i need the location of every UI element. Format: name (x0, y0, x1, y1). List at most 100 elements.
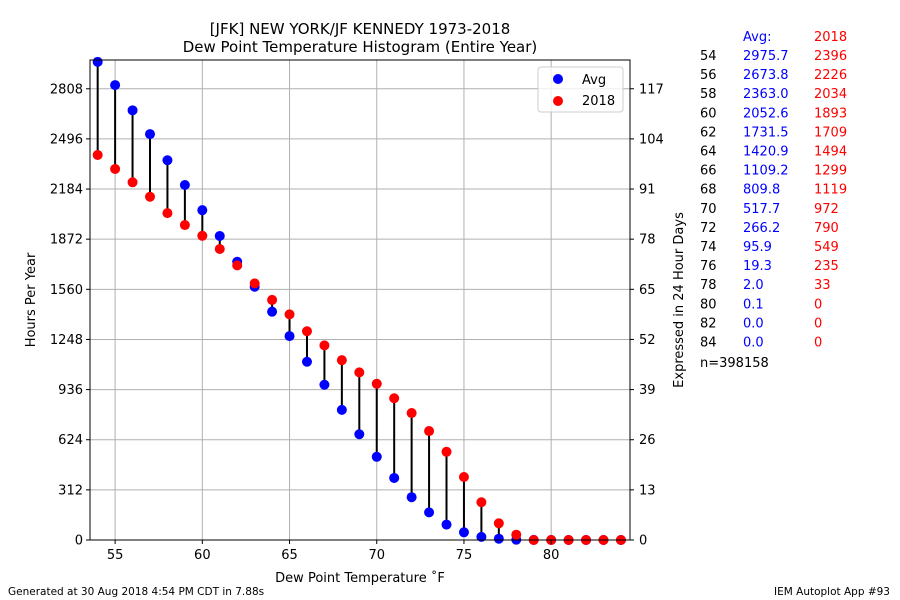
point-2018 (284, 309, 295, 320)
table-temp: 66 (700, 164, 717, 179)
point-2018 (127, 177, 138, 188)
table-avg: 266.2 (743, 221, 780, 236)
x-tick-label: 55 (107, 548, 124, 563)
avg-point (110, 80, 121, 91)
point-2018 (110, 163, 121, 174)
table-avg: 19.3 (743, 259, 772, 274)
legend-avg-label: Avg (582, 73, 606, 88)
y-tick-label: 2808 (50, 82, 83, 97)
y-axis-right-ticks: 0 13 26 39 52 65 78 91 104 117 (630, 82, 664, 549)
table-avg: 0.0 (743, 316, 764, 331)
stems (96, 61, 553, 540)
point-2018 (214, 243, 225, 254)
avg-point (197, 205, 208, 216)
y-tick-label: 2184 (50, 183, 83, 198)
avg-point (214, 230, 225, 241)
table-avg: 2975.7 (743, 49, 789, 64)
point-2018 (441, 446, 452, 457)
table-temp: 56 (700, 68, 717, 83)
point-2018 (406, 408, 417, 419)
x-tick-label: 80 (543, 548, 560, 563)
avg-point (92, 56, 103, 67)
y-right-tick-label: 13 (639, 483, 656, 498)
table-2018: 0 (814, 316, 822, 331)
point-2018 (389, 393, 400, 404)
table-temp: 68 (700, 183, 717, 198)
table-avg: 517.7 (743, 202, 780, 217)
table-header-2018: 2018 (814, 30, 847, 45)
point-2018 (267, 294, 278, 305)
y-tick-label: 936 (58, 383, 83, 398)
table-temp: 58 (700, 87, 717, 102)
avg-point (476, 531, 487, 542)
y-right-tick-label: 91 (639, 183, 656, 198)
table-avg: 1109.2 (743, 164, 789, 179)
y-tick-label: 1248 (50, 333, 83, 348)
point-2018 (162, 208, 173, 219)
y-tick-label: 2496 (50, 132, 83, 147)
y-right-tick-label: 0 (639, 534, 647, 549)
table-2018: 549 (814, 240, 839, 255)
avg-point (267, 306, 278, 317)
avg-point (336, 404, 347, 415)
chart-subtitle: Dew Point Temperature Histogram (Entire … (183, 38, 538, 56)
series-2018 (92, 149, 626, 545)
table-2018: 2226 (814, 68, 847, 83)
y-right-tick-label: 65 (639, 283, 656, 298)
point-2018 (493, 518, 504, 529)
point-2018 (179, 220, 190, 231)
point-2018 (458, 472, 469, 483)
y-axis-right-label: Expressed in 24 Hour Days (672, 212, 687, 388)
avg-point (458, 527, 469, 538)
y-axis-ticks: 0 312 624 936 1248 1560 1872 2184 2496 2808 (50, 82, 90, 549)
point-2018 (249, 278, 260, 289)
footer-generated: Generated at 30 Aug 2018 4:54 PM CDT in … (8, 586, 264, 598)
table-rows: 54 2975.7 2396 56 2673.8 2226 58 2363.0 2034 60 20… (700, 49, 847, 351)
y-tick-label: 0 (75, 534, 83, 549)
legend-avg-marker (553, 74, 563, 84)
y-right-tick-label: 78 (639, 233, 656, 248)
legend-2018-label: 2018 (582, 94, 615, 109)
y-axis-label: Hours Per Year (24, 252, 39, 347)
table-avg: 2673.8 (743, 68, 789, 83)
x-tick-label: 60 (194, 548, 211, 563)
table-temp: 72 (700, 221, 717, 236)
y-tick-label: 1872 (50, 233, 83, 248)
footer-app: IEM Autoplot App #93 (774, 586, 890, 598)
avg-point (127, 105, 138, 116)
table-temp: 78 (700, 278, 717, 293)
table-temp: 76 (700, 259, 717, 274)
table-temp: 82 (700, 316, 717, 331)
avg-point (493, 533, 504, 544)
point-2018 (232, 260, 243, 271)
point-2018 (92, 149, 103, 160)
y-right-tick-label: 26 (639, 433, 656, 448)
point-2018 (476, 497, 487, 508)
series-avg (92, 56, 626, 545)
table-temp: 54 (700, 49, 717, 64)
point-2018 (301, 326, 312, 337)
table-avg: 2052.6 (743, 106, 789, 121)
avg-point (162, 155, 173, 166)
point-2018 (511, 529, 522, 540)
table-temp: 62 (700, 125, 717, 140)
x-axis-label: Dew Point Temperature ˚F (275, 570, 445, 586)
point-2018 (197, 230, 208, 241)
avg-point (424, 507, 435, 518)
table-temp: 74 (700, 240, 717, 255)
avg-point (389, 472, 400, 483)
table-temp: 80 (700, 297, 717, 312)
table-2018: 0 (814, 297, 822, 312)
table-temp: 70 (700, 202, 717, 217)
table-temp: 60 (700, 106, 717, 121)
table-2018: 1494 (814, 145, 847, 160)
x-axis-ticks: 55 60 65 70 75 80 (107, 540, 560, 563)
x-tick-label: 70 (368, 548, 385, 563)
x-tick-label: 65 (281, 548, 298, 563)
avg-point (371, 451, 382, 462)
table-2018: 1893 (814, 106, 847, 121)
table-2018: 0 (814, 336, 822, 351)
table-avg: 1731.5 (743, 125, 789, 140)
table-count: n=398158 (700, 356, 769, 371)
